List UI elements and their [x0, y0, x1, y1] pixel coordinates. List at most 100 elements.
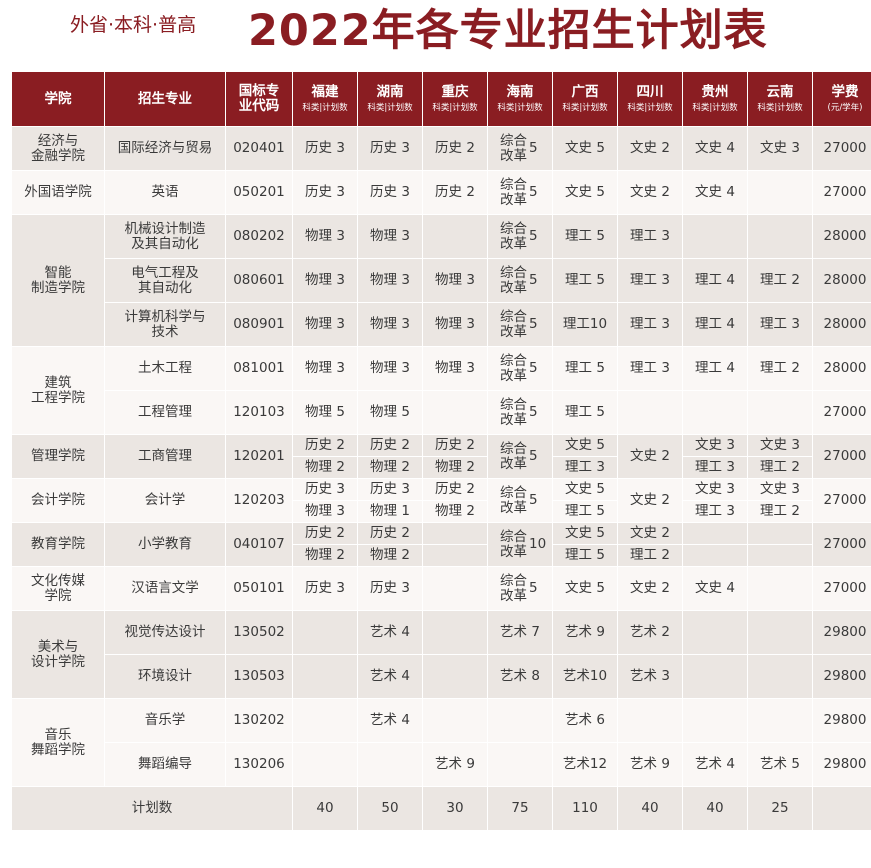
plan-cell: 理工10: [553, 303, 617, 346]
plan-cell: 文史 5 理工 5: [553, 479, 617, 522]
plan-value: 理工 3: [695, 459, 735, 475]
plan-cell: 历史 3: [358, 567, 422, 610]
total-value: 110: [553, 787, 617, 830]
hainan-type: 综合 改革: [500, 176, 527, 208]
total-value: 75: [488, 787, 552, 830]
code-cell: 120103: [226, 391, 292, 434]
province-name: 重庆: [441, 83, 469, 100]
code-cell: 050201: [226, 171, 292, 214]
major-cell: 舞蹈编导: [105, 743, 225, 786]
province-sub: 科类|计划数: [302, 102, 348, 113]
major-cell: 视觉传达设计: [105, 611, 225, 654]
plan-cell: 理工 5: [553, 391, 617, 434]
plan-cell: [683, 215, 747, 258]
code-cell: 130503: [226, 655, 292, 698]
province-sub: 科类|计划数: [367, 102, 413, 113]
hainan-type: 综合 改革: [500, 528, 527, 560]
plan-cell: 文史 5 理工 3: [553, 435, 617, 478]
fee-cell: 27000: [813, 435, 871, 478]
title-bar: 外省·本科·普高 2022年各专业招生计划表: [0, 0, 871, 56]
plan-value: 理工 3: [565, 459, 605, 475]
header-province: 福建 科类|计划数: [293, 72, 357, 126]
plan-cell: 理工 2: [748, 259, 812, 302]
plan-cell: 文史 3 理工 3: [683, 435, 747, 478]
fee-cell: 28000: [813, 259, 871, 302]
plan-cell: 文史 2: [618, 435, 682, 478]
plan-value: 历史 2: [293, 523, 357, 545]
plan-cell: 文史 2 理工 2: [618, 523, 682, 566]
plan-cell: [293, 655, 357, 698]
plan-cell-hainan: 综合 改革 5: [488, 171, 552, 214]
plan-cell: 物理 3: [293, 303, 357, 346]
hainan-type: 综合 改革: [500, 308, 527, 340]
college-cell: 会计学院: [12, 479, 104, 522]
plan-cell: 艺术10: [553, 655, 617, 698]
major-cell: 音乐学: [105, 699, 225, 742]
plan-cell: [683, 523, 747, 566]
major-cell: 英语: [105, 171, 225, 214]
plan-cell: 文史 5 理工 5: [553, 523, 617, 566]
plan-cell: 文史 5: [553, 171, 617, 214]
plan-value: 文史 2: [618, 523, 682, 545]
plan-cell: 理工 4: [683, 259, 747, 302]
hainan-type: 综合 改革: [500, 264, 527, 296]
plan-cell: [748, 523, 812, 566]
plan-cell: 物理 3: [358, 215, 422, 258]
plan-value: 物理 2: [305, 547, 345, 563]
page-title: 2022年各专业招生计划表: [248, 6, 768, 56]
fee-cell: 29800: [813, 743, 871, 786]
plan-cell: [683, 699, 747, 742]
plan-cell: 物理 3: [423, 303, 487, 346]
plan-value: 物理 3: [305, 503, 345, 519]
plan-cell: 历史 3: [358, 171, 422, 214]
plan-cell: 理工 4: [683, 347, 747, 390]
plan-cell: [423, 699, 487, 742]
plan-cell: [423, 215, 487, 258]
plan-cell: [618, 391, 682, 434]
plan-value: 理工 3: [695, 503, 735, 519]
plan-value: 历史 3: [358, 479, 422, 501]
plan-cell: 理工 3: [618, 215, 682, 258]
fee-label: 学费: [831, 83, 859, 100]
hainan-type: 综合 改革: [500, 352, 527, 384]
plan-cell: 物理 3: [358, 259, 422, 302]
plan-value: 历史 2: [423, 435, 487, 457]
plan-cell-hainan: [488, 699, 552, 742]
code-cell: 120203: [226, 479, 292, 522]
plan-cell: 艺术 4: [358, 699, 422, 742]
plan-cell: [748, 171, 812, 214]
plan-cell: 理工 3: [748, 303, 812, 346]
plan-value: 历史 2: [423, 479, 487, 501]
header-province: 云南 科类|计划数: [748, 72, 812, 126]
code-cell: 080202: [226, 215, 292, 258]
total-value: 50: [358, 787, 422, 830]
plan-cell: [293, 699, 357, 742]
college-cell: 建筑 工程学院: [12, 347, 104, 434]
plan-value: 物理 2: [435, 503, 475, 519]
enrollment-plan-table: 学院 招生专业 国标专 业代码 福建 科类|计划数 湖南 科类|计划数 重庆 科类|计…: [12, 72, 871, 868]
fee-cell: 27000: [813, 127, 871, 170]
plan-cell: 文史 5: [553, 567, 617, 610]
plan-cell: 艺术 4: [683, 743, 747, 786]
header-fee: 学费 (元/学年): [813, 72, 871, 126]
plan-cell: [683, 611, 747, 654]
plan-cell: 艺术 9: [423, 743, 487, 786]
hainan-count: 5: [529, 580, 538, 596]
plan-cell-hainan: 综合 改革 5: [488, 479, 552, 522]
plan-cell: [748, 655, 812, 698]
province-sub: 科类|计划数: [562, 102, 608, 113]
hainan-count: 5: [529, 272, 538, 288]
plan-value: [423, 545, 487, 566]
major-cell: 计算机科学与 技术: [105, 303, 225, 346]
plan-cell: 理工 5: [553, 347, 617, 390]
plan-cell: 艺术 6: [553, 699, 617, 742]
plan-cell: 文史 2: [618, 567, 682, 610]
plan-cell: 物理 3: [293, 215, 357, 258]
plan-cell-hainan: 艺术 8: [488, 655, 552, 698]
plan-cell: [748, 391, 812, 434]
plan-cell: 艺术 9: [553, 611, 617, 654]
plan-cell: 艺术12: [553, 743, 617, 786]
plan-cell: 艺术 5: [748, 743, 812, 786]
plan-cell: 历史 2 物理 2: [293, 435, 357, 478]
plan-cell-hainan: 综合 改革 5: [488, 303, 552, 346]
